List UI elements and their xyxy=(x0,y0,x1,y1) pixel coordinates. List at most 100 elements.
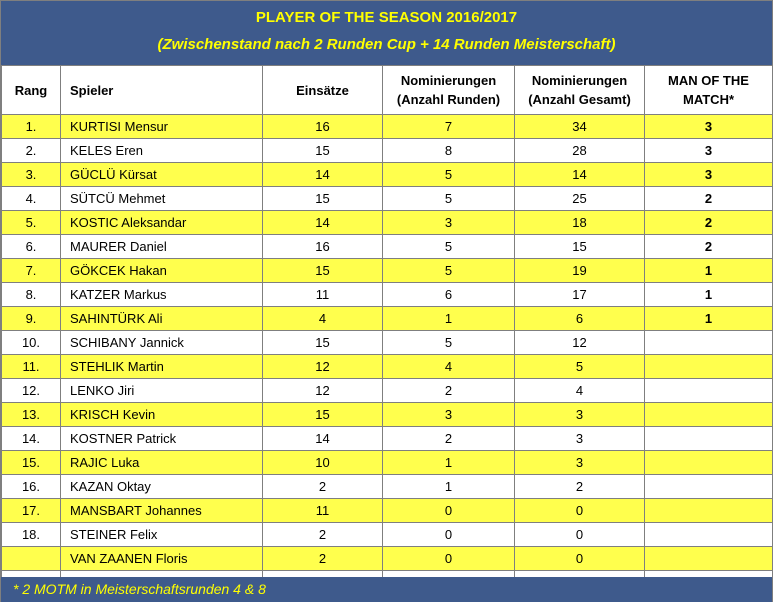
cell-spieler: MAURER Daniel xyxy=(60,234,263,259)
cell-spieler: KOSTNER Patrick xyxy=(60,426,263,451)
cell-rang: 18. xyxy=(1,522,61,547)
cell-motm: 1 xyxy=(644,306,773,331)
cell-rang: 6. xyxy=(1,234,61,259)
table-row: 5. KOSTIC Aleksandar 14 3 18 2 xyxy=(1,210,773,235)
cell-nominierungen-runden: 5 xyxy=(382,234,515,259)
cell-einsaetze: 15 xyxy=(262,138,383,163)
table-row: 2. KELES Eren 15 8 28 3 xyxy=(1,138,773,163)
cell-spieler: LENKO Jiri xyxy=(60,378,263,403)
table-row: 7. GÖKCEK Hakan 15 5 19 1 xyxy=(1,258,773,283)
cell-nominierungen-gesamt: 18 xyxy=(514,210,645,235)
cell-einsaetze: 15 xyxy=(262,186,383,211)
cell-nominierungen-gesamt: 15 xyxy=(514,234,645,259)
cell-rang: 2. xyxy=(1,138,61,163)
cell-nominierungen-gesamt: 17 xyxy=(514,282,645,307)
cell-nominierungen-runden: 6 xyxy=(382,282,515,307)
cell-nominierungen-runden: 8 xyxy=(382,138,515,163)
col-header-motm-line2: MATCH* xyxy=(682,92,735,107)
table-row: 17. MANSBART Johannes 11 0 0 xyxy=(1,498,773,523)
col-header-nominierungen-gesamt-line2: (Anzahl Gesamt) xyxy=(528,92,631,107)
cell-motm: 3 xyxy=(644,138,773,163)
cell-einsaetze: 11 xyxy=(262,498,383,523)
cell-nominierungen-runden: 4 xyxy=(382,354,515,379)
cell-motm xyxy=(644,402,773,427)
cell-motm xyxy=(644,426,773,451)
cell-nominierungen-gesamt: 2 xyxy=(514,474,645,499)
cell-rang: 3. xyxy=(1,162,61,187)
col-header-nominierungen-gesamt: Nominierungen (Anzahl Gesamt) xyxy=(514,65,645,115)
cell-nominierungen-runden: 5 xyxy=(382,330,515,355)
cell-nominierungen-runden: 2 xyxy=(382,426,515,451)
cell-nominierungen-runden: 5 xyxy=(382,162,515,187)
cell-nominierungen-runden: 0 xyxy=(382,546,515,571)
col-header-spieler: Spieler xyxy=(60,65,263,115)
cell-rang: 8. xyxy=(1,282,61,307)
page-title: PLAYER OF THE SEASON 2016/2017 xyxy=(255,9,518,26)
cell-motm: 1 xyxy=(644,282,773,307)
cell-nominierungen-gesamt: 4 xyxy=(514,378,645,403)
cell-nominierungen-gesamt: 25 xyxy=(514,186,645,211)
cell-spieler: STEINER Felix xyxy=(60,522,263,547)
cell-nominierungen-runden: 5 xyxy=(382,186,515,211)
cell-einsaetze: 16 xyxy=(262,114,383,139)
cell-spieler: KAZAN Oktay xyxy=(60,474,263,499)
table-row: 16. KAZAN Oktay 2 1 2 xyxy=(1,474,773,499)
col-header-rang: Rang xyxy=(1,65,61,115)
cell-nominierungen-runden: 1 xyxy=(382,306,515,331)
cell-nominierungen-runden: 1 xyxy=(382,474,515,499)
cell-spieler: SCHIBANY Jannick xyxy=(60,330,263,355)
cell-rang: 15. xyxy=(1,450,61,475)
cell-rang: 7. xyxy=(1,258,61,283)
cell-spieler: KRISCH Kevin xyxy=(60,402,263,427)
col-header-motm: MAN OF THE MATCH* xyxy=(644,65,773,115)
cell-nominierungen-runden: 0 xyxy=(382,498,515,523)
table-row: 11. STEHLIK Martin 12 4 5 xyxy=(1,354,773,379)
standings-table: Rang Spieler Einsätze Nominierungen (Anz… xyxy=(1,65,773,595)
page-subtitle: (Zwischenstand nach 2 Runden Cup + 14 Ru… xyxy=(157,36,616,53)
cell-einsaetze: 2 xyxy=(262,546,383,571)
cell-nominierungen-gesamt: 6 xyxy=(514,306,645,331)
cell-nominierungen-gesamt: 14 xyxy=(514,162,645,187)
cell-motm xyxy=(644,378,773,403)
cell-rang: 13. xyxy=(1,402,61,427)
cell-einsaetze: 14 xyxy=(262,162,383,187)
table-row: 4. SÜTCÜ Mehmet 15 5 25 2 xyxy=(1,186,773,211)
cell-nominierungen-gesamt: 0 xyxy=(514,498,645,523)
cell-einsaetze: 12 xyxy=(262,354,383,379)
cell-spieler: STEHLIK Martin xyxy=(60,354,263,379)
cell-motm: 2 xyxy=(644,210,773,235)
cell-einsaetze: 15 xyxy=(262,330,383,355)
col-header-nominierungen-runden: Nominierungen (Anzahl Runden) xyxy=(382,65,515,115)
cell-nominierungen-gesamt: 3 xyxy=(514,450,645,475)
cell-motm xyxy=(644,474,773,499)
cell-motm xyxy=(644,450,773,475)
cell-nominierungen-runden: 1 xyxy=(382,450,515,475)
cell-rang: 9. xyxy=(1,306,61,331)
cell-spieler: MANSBART Johannes xyxy=(60,498,263,523)
header-banner: PLAYER OF THE SEASON 2016/2017 (Zwischen… xyxy=(1,1,772,65)
col-header-nominierungen-runden-line2: (Anzahl Runden) xyxy=(396,92,501,107)
cell-einsaetze: 15 xyxy=(262,402,383,427)
cell-nominierungen-gesamt: 19 xyxy=(514,258,645,283)
cell-motm xyxy=(644,498,773,523)
col-header-einsaetze: Einsätze xyxy=(262,65,383,115)
header-row: Rang Spieler Einsätze Nominierungen (Anz… xyxy=(1,65,773,115)
cell-einsaetze: 15 xyxy=(262,258,383,283)
cell-einsaetze: 2 xyxy=(262,474,383,499)
cell-einsaetze: 16 xyxy=(262,234,383,259)
cell-nominierungen-gesamt: 3 xyxy=(514,402,645,427)
cell-nominierungen-runden: 0 xyxy=(382,522,515,547)
cell-rang: 12. xyxy=(1,378,61,403)
cell-spieler: KATZER Markus xyxy=(60,282,263,307)
col-header-nominierungen-gesamt-line1: Nominierungen xyxy=(531,73,628,88)
cell-nominierungen-gesamt: 28 xyxy=(514,138,645,163)
cell-rang: 14. xyxy=(1,426,61,451)
cell-rang: 5. xyxy=(1,210,61,235)
cell-spieler: GÖKCEK Hakan xyxy=(60,258,263,283)
cell-rang: 11. xyxy=(1,354,61,379)
cell-nominierungen-runden: 2 xyxy=(382,378,515,403)
cell-einsaetze: 14 xyxy=(262,426,383,451)
table-row: 8. KATZER Markus 11 6 17 1 xyxy=(1,282,773,307)
cell-motm: 3 xyxy=(644,114,773,139)
cell-nominierungen-gesamt: 12 xyxy=(514,330,645,355)
